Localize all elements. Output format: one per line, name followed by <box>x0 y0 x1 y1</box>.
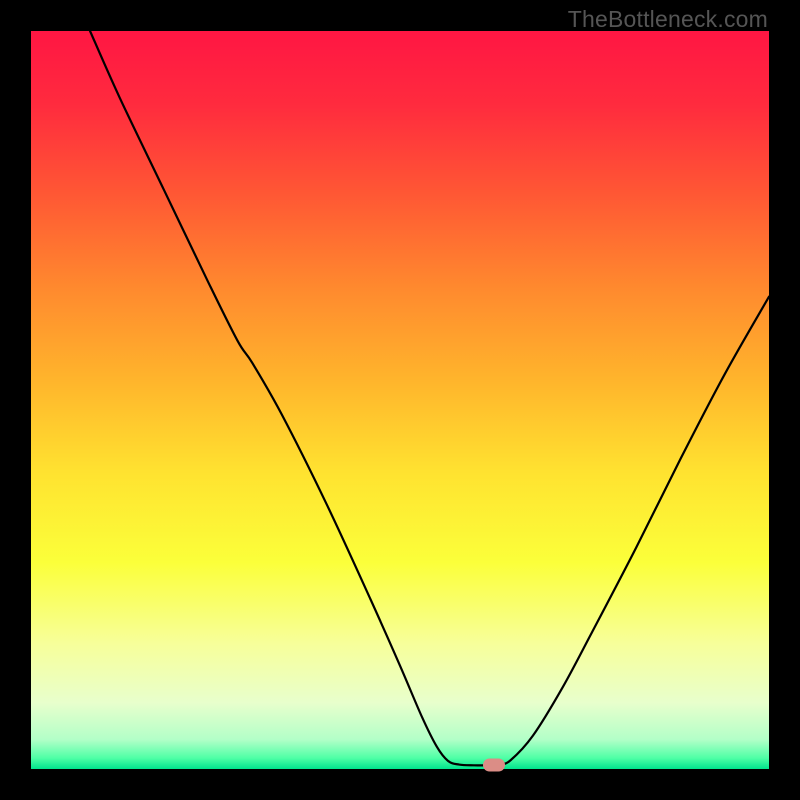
optimal-point-marker <box>483 758 505 771</box>
plot-area <box>31 31 769 769</box>
watermark-text: TheBottleneck.com <box>568 6 768 33</box>
chart-svg <box>31 31 769 769</box>
